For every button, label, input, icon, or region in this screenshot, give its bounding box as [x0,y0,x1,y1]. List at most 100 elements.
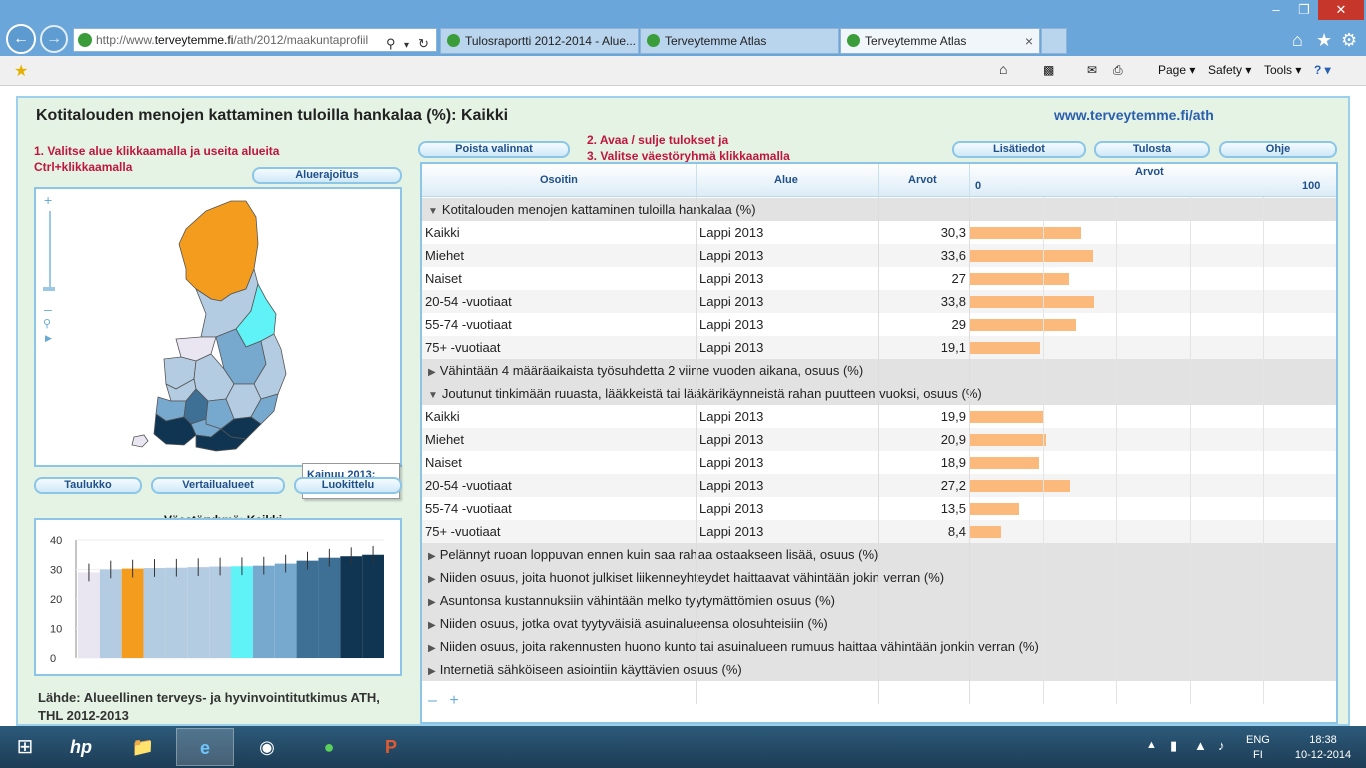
poista-valinnat-button[interactable]: Poista valinnat [418,141,570,158]
refresh-icon[interactable]: ↻ [418,36,429,51]
spotify-icon[interactable]: ● [323,737,335,757]
mini-chart-bar[interactable] [231,566,253,658]
tab-terveytemme-1[interactable]: Terveytemme Atlas [640,28,839,54]
table-group-row[interactable]: ▶ Asuntonsa kustannuksiin vähintään melko… [422,589,1336,612]
new-tab-button[interactable] [1041,28,1067,54]
collapsed-arrow-icon[interactable]: ▶ [428,551,436,562]
settings-gear-icon[interactable]: ⚙ [1341,30,1358,50]
help-menu[interactable]: ? ▾ [1314,63,1331,77]
table-group-row[interactable]: ▶ Internetiä sähköiseen asiointiin käyttä… [422,658,1336,681]
zoom-out-icon[interactable]: – [44,301,52,317]
lisatiedot-button[interactable]: Lisätiedot [952,141,1086,158]
collapsed-arrow-icon[interactable]: ▶ [428,597,436,608]
forward-button[interactable]: → [40,25,68,53]
table-row[interactable]: 20-54 -vuotiaat Lappi 2013 27,2 [422,474,1336,497]
zoom-slider-handle[interactable] [43,287,55,291]
file-explorer-icon[interactable]: 📁 [131,737,155,757]
collapsed-arrow-icon[interactable]: ▶ [428,666,436,677]
zoom-in-icon[interactable]: + [44,192,53,208]
safety-menu[interactable]: Safety ▾ [1208,63,1252,77]
favorites-star-icon[interactable]: ★ [1316,30,1333,50]
add-favorite-icon[interactable]: ★ [14,63,29,80]
language-indicator[interactable]: ENG FI [1246,733,1270,763]
collapse-all-icon[interactable]: – [428,692,437,709]
mini-chart-bar[interactable] [274,563,297,658]
table-group-row[interactable]: ▼ Joutunut tinkimään ruuasta, lääkkeistä … [422,382,1336,405]
table-group-row[interactable]: ▼ Kotitalouden menojen kattaminen tuloill… [422,198,1336,221]
restore-icon[interactable]: ❐ [1298,2,1310,17]
close-tab-icon[interactable]: × [1024,33,1033,49]
mini-chart-bar[interactable] [209,566,231,658]
minimize-icon[interactable]: – [1272,2,1280,17]
page-menu[interactable]: Page ▾ [1158,63,1196,77]
clock[interactable]: 18:38 10-12-2014 [1292,733,1354,763]
taulukko-button[interactable]: Taulukko [34,477,142,494]
table-group-row[interactable]: ▶ Pelännyt ruoan loppuvan ennen kuin saa … [422,543,1336,566]
tray-arrow-icon[interactable]: ▲ [1146,739,1157,751]
col-alue[interactable]: Alue [774,174,798,186]
expand-all-icon[interactable]: + [449,692,459,709]
collapsed-arrow-icon[interactable]: ▶ [428,367,436,378]
tab-tulosraportti[interactable]: Tulosraportti 2012-2014 - Alue... [440,28,639,54]
luokittelu-button[interactable]: Luokittelu [294,477,402,494]
volume-icon[interactable]: ♪ [1218,738,1225,753]
zoom-slider-track[interactable] [49,211,51,291]
windows-start-icon[interactable]: ⊞ [16,736,34,758]
mini-chart-bar[interactable] [99,569,122,659]
table-row[interactable]: 75+ -vuotiaat Lappi 2013 19,1 [422,336,1336,359]
powerpoint-icon[interactable]: P [384,737,397,757]
table-row[interactable]: 75+ -vuotiaat Lappi 2013 8,4 [422,520,1336,543]
mini-chart-bar[interactable] [187,567,210,658]
print-icon[interactable]: ⎙ [1113,63,1123,77]
collapsed-arrow-icon[interactable]: ▶ [428,643,436,654]
network-icon[interactable]: ▲ [1194,738,1207,753]
table-group-row[interactable]: ▶ Niiden osuus, jotka ovat tyytyväisiä as… [422,612,1336,635]
table-row[interactable]: Miehet Lappi 2013 20,9 [422,428,1336,451]
zoom-search-icon[interactable]: ⚲ [43,318,52,330]
expanded-arrow-icon[interactable]: ▼ [428,206,438,217]
table-row[interactable]: Naiset Lappi 2013 27 [422,267,1336,290]
table-row[interactable]: 20-54 -vuotiaat Lappi 2013 33,8 [422,290,1336,313]
search-icon[interactable]: ⚲ [386,36,396,51]
vertailualueet-button[interactable]: Vertailualueet [151,477,285,494]
power-icon[interactable]: ▮ [1170,738,1178,753]
col-osoitin[interactable]: Osoitin [540,174,578,186]
table-group-row[interactable]: ▶ Niiden osuus, joita rakennusten huono k… [422,635,1336,658]
hp-logo-icon[interactable]: hp [70,737,92,757]
expanded-arrow-icon[interactable]: ▼ [428,390,438,401]
aluerajoitus-button[interactable]: Aluerajoitus [252,167,402,184]
mini-chart-bar[interactable] [362,554,384,658]
mini-chart-bar[interactable] [78,572,100,658]
col-arvot[interactable]: Arvot [908,174,937,186]
mini-chart-bar[interactable] [165,567,188,658]
tab-terveytemme-active[interactable]: Terveytemme Atlas × [840,28,1040,54]
tools-menu[interactable]: Tools ▾ [1264,63,1302,77]
table-group-row[interactable]: ▶ Vähintään 4 määräaikaista työsuhdetta 2… [422,359,1336,382]
close-window-icon[interactable]: ✕ [1318,0,1364,20]
dropdown-icon[interactable]: ▾ [404,40,410,51]
feeds-icon[interactable]: ▩ [1043,63,1055,77]
table-row[interactable]: Kaikki Lappi 2013 30,3 [422,221,1336,244]
table-group-row[interactable]: ▶ Niiden osuus, joita huonot julkiset lii… [422,566,1336,589]
table-row[interactable]: Miehet Lappi 2013 33,6 [422,244,1336,267]
site-link[interactable]: www.terveytemme.fi/ath [1054,107,1214,123]
ohje-button[interactable]: Ohje [1219,141,1337,158]
back-button[interactable]: ← [6,24,36,54]
home-icon[interactable]: ⌂ [1292,30,1303,50]
chrome-icon[interactable]: ◉ [259,737,275,757]
mini-bar-chart[interactable]: 40 30 20 10 0 [36,520,400,674]
pan-arrow-icon[interactable]: ▶ [45,333,52,343]
mail-icon[interactable]: ✉ [1087,63,1098,77]
collapsed-arrow-icon[interactable]: ▶ [428,574,436,585]
mini-chart-bar[interactable] [143,568,166,658]
finland-map[interactable] [36,189,400,465]
address-bar[interactable]: http://www.terveytemme.fi/ath/2012/maaku… [73,28,437,52]
collapsed-arrow-icon[interactable]: ▶ [428,620,436,631]
home-cmd-icon[interactable]: ⌂ [999,61,1008,77]
tulosta-button[interactable]: Tulosta [1094,141,1210,158]
mini-chart-bar[interactable] [252,565,275,658]
mini-chart-bar[interactable] [340,556,363,658]
table-row[interactable]: Naiset Lappi 2013 18,9 [422,451,1336,474]
mini-chart-bar[interactable] [296,560,319,658]
mini-chart-bar[interactable] [318,557,341,658]
